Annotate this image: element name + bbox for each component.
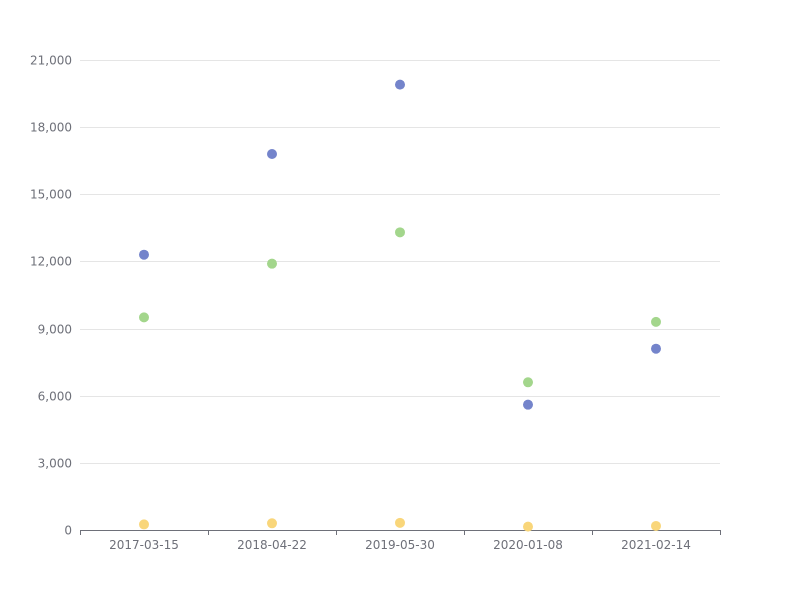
y-tick-label: 15,000 [30, 188, 72, 202]
data-points [139, 79, 661, 532]
data-point-series-1[interactable] [651, 343, 661, 354]
x-tick-label: 2021-02-14 [621, 538, 691, 552]
data-point-series-3[interactable] [651, 520, 661, 531]
data-point-series-3[interactable] [395, 517, 405, 528]
data-point-series-2[interactable] [523, 377, 533, 388]
data-point-series-1[interactable] [395, 79, 405, 90]
data-point-series-2[interactable] [139, 312, 149, 323]
data-point-series-3[interactable] [139, 519, 149, 530]
data-point-series-2[interactable] [267, 258, 277, 269]
data-point-series-2[interactable] [395, 227, 405, 238]
x-tick-label: 2019-05-30 [365, 538, 435, 552]
y-tick-label: 0 [64, 524, 72, 538]
x-tick-label: 2018-04-22 [237, 538, 307, 552]
y-tick-label: 9,000 [38, 323, 72, 337]
data-point-series-2[interactable] [651, 316, 661, 327]
tick-labels: 0 3,000 6,000 9,000 12,000 15,000 18,000 21,000… [30, 54, 691, 553]
y-tick-label: 6,000 [38, 390, 72, 404]
data-point-series-3[interactable] [523, 521, 533, 532]
data-point-series-1[interactable] [523, 399, 533, 410]
data-point-series-1[interactable] [139, 249, 149, 260]
grid-lines [80, 60, 720, 464]
data-point-series-1[interactable] [267, 149, 277, 159]
data-point-series-3[interactable] [267, 518, 277, 529]
y-tick-label: 21,000 [30, 54, 72, 68]
x-tick-label: 2017-03-15 [109, 538, 179, 552]
y-tick-label: 18,000 [30, 121, 72, 135]
axes [80, 530, 721, 535]
y-tick-label: 3,000 [38, 457, 72, 471]
y-tick-label: 12,000 [30, 255, 72, 269]
x-tick-label: 2020-01-08 [493, 538, 563, 552]
